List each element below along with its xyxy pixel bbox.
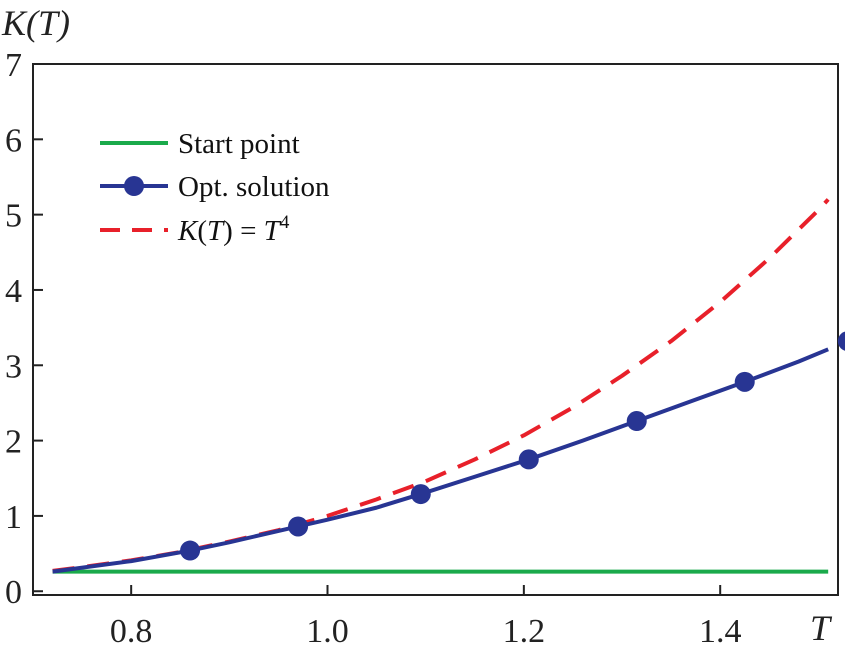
x-tick-label: 0.8 xyxy=(110,613,153,650)
x-axis-ticks: 0.8 1.0 1.2 1.4 xyxy=(110,585,742,650)
y-tick-label: 2 xyxy=(5,424,22,461)
series-line-power-law xyxy=(52,198,830,573)
series-layer xyxy=(52,198,830,574)
legend-label-part-k: K xyxy=(177,215,199,247)
x-tick-label: 1.4 xyxy=(699,613,742,650)
legend-label-part-exp: 4 xyxy=(280,212,290,233)
x-axis-title: T xyxy=(810,608,833,648)
data-point-opt-solution xyxy=(734,371,755,392)
y-tick-label: 5 xyxy=(5,198,22,235)
legend-label-part-eq: ) = xyxy=(223,215,264,247)
legend-label-start-point: Start point xyxy=(178,128,300,160)
y-tick-label: 7 xyxy=(5,47,22,84)
legend-label-part-t: T xyxy=(207,215,225,247)
y-tick-label: 3 xyxy=(5,348,22,385)
legend-marker-opt-solution xyxy=(124,176,144,196)
y-tick-label: 1 xyxy=(5,499,22,536)
y-axis-title: K(T) xyxy=(1,3,70,43)
x-tick-label: 1.0 xyxy=(306,613,349,650)
legend-label-power-law: K(T) = T4 xyxy=(177,212,290,247)
legend-label-opt-solution: Opt. solution xyxy=(178,171,330,203)
legend-label-part-open: ( xyxy=(197,215,207,247)
data-point-opt-solution xyxy=(180,540,201,561)
y-tick-label: 4 xyxy=(5,273,22,310)
series-line-opt-solution xyxy=(52,347,829,574)
legend-label-part-t2: T xyxy=(264,215,282,247)
plot-frame xyxy=(32,63,839,596)
y-tick-label: 6 xyxy=(5,122,22,159)
data-point-opt-solution xyxy=(518,449,539,470)
data-point-opt-solution xyxy=(288,516,309,537)
data-point-opt-solution xyxy=(410,484,431,505)
marker-layer xyxy=(180,331,845,561)
data-point-opt-solution xyxy=(626,411,647,432)
x-tick-label: 1.2 xyxy=(503,613,546,650)
y-tick-label: 0 xyxy=(5,574,22,611)
legend: Start point Opt. solution K(T) = T4 xyxy=(100,128,330,247)
y-axis-ticks: 0 1 2 3 4 5 6 7 xyxy=(5,47,43,611)
data-point-opt-solution xyxy=(837,331,845,351)
